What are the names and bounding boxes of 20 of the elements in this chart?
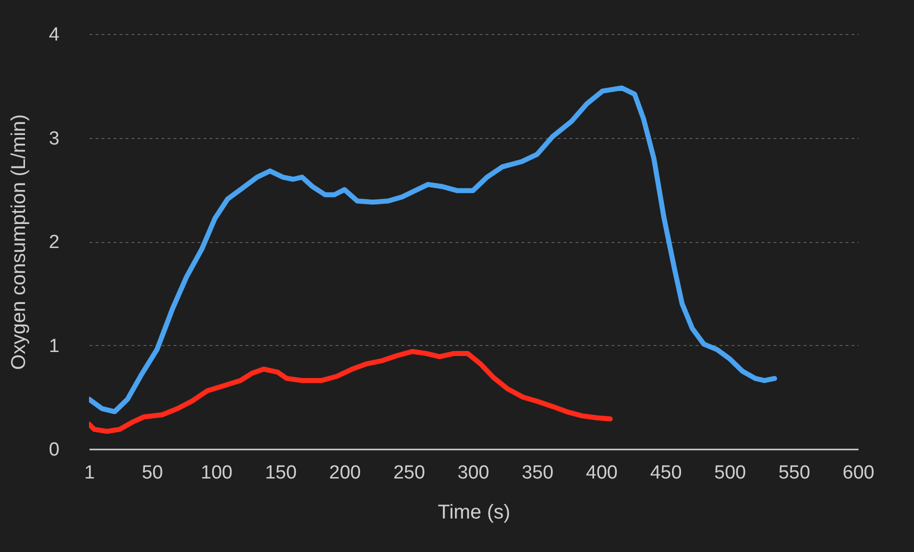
x-tick-label: 550 xyxy=(778,462,810,484)
x-tick-label: 100 xyxy=(200,462,232,484)
y-tick-label: 0 xyxy=(48,440,60,460)
y-tick-label: 4 xyxy=(48,24,60,46)
x-tick-label: 200 xyxy=(329,462,361,484)
x-axis-title: Time (s) xyxy=(438,502,510,524)
y-tick-label: 3 xyxy=(48,128,60,150)
y-axis-title: Oxygen consumption (L/min) xyxy=(8,114,30,370)
x-tick-label: 350 xyxy=(522,462,554,484)
x-tick-label: 50 xyxy=(142,462,163,484)
x-tick-label: 500 xyxy=(714,462,746,484)
x-tick-label: 400 xyxy=(586,462,618,484)
y-tick-label: 1 xyxy=(48,336,60,357)
x-tick-label: 600 xyxy=(842,462,874,484)
x-tick-label: 450 xyxy=(650,462,682,484)
x-tick-label: 250 xyxy=(393,462,426,484)
x-tick-label: 150 xyxy=(264,462,297,484)
y-tick-label: 2 xyxy=(48,232,60,253)
x-tick-label: 300 xyxy=(458,462,490,484)
x-tick-label: 1 xyxy=(84,462,95,484)
